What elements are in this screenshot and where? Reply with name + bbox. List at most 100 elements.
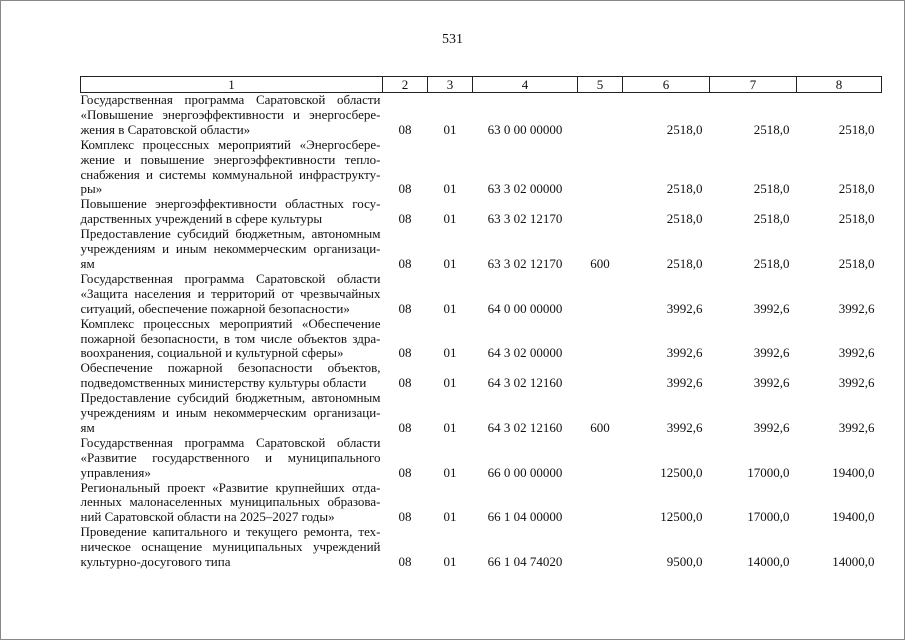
description-line: Государственная программа Саратовской об… xyxy=(80,434,381,450)
expense-type-code xyxy=(578,272,623,317)
section-code: 08 xyxy=(398,464,412,480)
description-line: жение и повышение энергоэффективности те… xyxy=(80,151,381,167)
amount-col-6: 2518,0 xyxy=(666,255,703,271)
table-row: Государственная программа Саратовской об… xyxy=(80,92,882,138)
row-description: Повышение энергоэффективности областных … xyxy=(80,196,383,227)
row-description: Государственная программа Саратовской об… xyxy=(80,270,383,317)
description-line: снабжения и системы коммунальной инфраст… xyxy=(80,166,381,182)
section-code: 08 xyxy=(398,121,412,137)
section-code: 08 xyxy=(398,554,412,570)
table-row: Проведение капитального и текущего ремон… xyxy=(80,524,882,570)
subsection-code: 01 xyxy=(443,554,457,570)
expense-type-code: 600 xyxy=(590,419,610,435)
amount-col-6: 3992,6 xyxy=(666,300,703,316)
description-line: Региональный проект «Развитие крупнейших… xyxy=(80,479,381,495)
expense-type-code xyxy=(578,525,623,570)
amount-col-7: 3992,6 xyxy=(753,375,790,391)
amount-col-7: 3992,6 xyxy=(753,300,790,316)
amount-col-8: 2518,0 xyxy=(838,211,875,227)
description-line: культурно-досугового типа xyxy=(80,554,231,570)
section-code: 08 xyxy=(398,181,412,197)
row-description: Государственная программа Саратовской об… xyxy=(80,92,383,138)
description-line: воохранения, социальной и культурной сфе… xyxy=(80,345,344,361)
table-row: Комплекс процессных мероприятий «Энергос… xyxy=(80,137,882,198)
subsection-code: 01 xyxy=(443,300,457,316)
description-line: подведомственных министерству культуры о… xyxy=(80,375,367,391)
amount-col-8: 19400,0 xyxy=(832,509,875,525)
target-article-code: 64 3 02 00000 xyxy=(487,345,563,361)
subsection-code: 01 xyxy=(443,255,457,271)
row-description: Обеспечение пожарной безопасности объект… xyxy=(80,360,383,391)
description-line: учреждениям и иным некоммерческим органи… xyxy=(80,241,381,257)
expense-type-code xyxy=(578,317,623,362)
description-line: управления» xyxy=(80,464,151,480)
subsection-code: 01 xyxy=(443,345,457,361)
amount-col-8: 2518,0 xyxy=(838,255,875,271)
amount-col-7: 2518,0 xyxy=(753,211,790,227)
row-description: Региональный проект «Развитие крупнейших… xyxy=(80,479,383,526)
amount-col-7: 17000,0 xyxy=(747,464,790,480)
subsection-code: 01 xyxy=(443,211,457,227)
description-line: Государственная программа Саратовской об… xyxy=(80,92,381,107)
expense-type-code xyxy=(578,481,623,526)
target-article-code: 63 3 02 12170 xyxy=(487,255,563,271)
description-line: «Развитие государственного и муниципальн… xyxy=(80,449,381,465)
section-code: 08 xyxy=(398,211,412,227)
expense-type-code xyxy=(578,436,623,481)
target-article-code: 66 0 00 00000 xyxy=(487,464,563,480)
expense-type-code xyxy=(578,197,623,227)
subsection-code: 01 xyxy=(443,419,457,435)
description-line: Обеспечение пожарной безопасности объект… xyxy=(80,360,381,376)
description-line: ленных малонаселенных муниципальных обра… xyxy=(80,494,381,510)
target-article-code: 64 3 02 12160 xyxy=(487,419,563,435)
amount-col-6: 2518,0 xyxy=(666,121,703,137)
description-line: пожарной безопасности, в том числе объек… xyxy=(80,330,381,346)
description-line: ям xyxy=(80,419,95,435)
description-line: Государственная программа Саратовской об… xyxy=(80,270,381,286)
header-col-3: 3 xyxy=(427,76,473,93)
description-line: «Защита населения и территорий от чрезвы… xyxy=(80,285,381,301)
amount-col-8: 3992,6 xyxy=(838,300,875,316)
description-line: Предоставление субсидий бюджетным, автон… xyxy=(80,226,381,242)
amount-col-7: 14000,0 xyxy=(747,554,790,570)
subsection-code: 01 xyxy=(443,181,457,197)
amount-col-6: 3992,6 xyxy=(666,419,703,435)
amount-col-8: 3992,6 xyxy=(838,375,875,391)
header-col-8: 8 xyxy=(796,76,882,93)
expense-type-code xyxy=(578,361,623,391)
description-line: ям xyxy=(80,255,95,271)
table-row: Государственная программа Саратовской об… xyxy=(80,434,882,481)
section-code: 08 xyxy=(398,509,412,525)
amount-col-6: 3992,6 xyxy=(666,345,703,361)
description-line: ническое оснащение муниципальных учрежде… xyxy=(80,539,381,555)
header-col-4: 4 xyxy=(472,76,578,93)
amount-col-6: 9500,0 xyxy=(666,554,703,570)
description-line: Предоставление субсидий бюджетным, автон… xyxy=(80,390,381,406)
expense-type-code xyxy=(578,93,623,138)
subsection-code: 01 xyxy=(443,464,457,480)
amount-col-8: 2518,0 xyxy=(838,121,875,137)
table-row: Повышение энергоэффективности областных … xyxy=(80,196,882,227)
subsection-code: 01 xyxy=(443,121,457,137)
description-line: жения в Саратовской области» xyxy=(80,121,251,137)
amount-col-7: 2518,0 xyxy=(753,121,790,137)
description-line: ры» xyxy=(80,181,103,197)
subsection-code: 01 xyxy=(443,509,457,525)
amount-col-7: 3992,6 xyxy=(753,345,790,361)
description-line: ситуаций, обеспечение пожарной безопасно… xyxy=(80,300,350,316)
page-number: 531 xyxy=(442,32,463,47)
row-description: Комплекс процессных мероприятий «Обеспеч… xyxy=(80,316,383,362)
header-col-6: 6 xyxy=(622,76,710,93)
amount-col-7: 3992,6 xyxy=(753,419,790,435)
description-line: дарственных учреждений в сфере культуры xyxy=(80,211,323,227)
expense-type-code: 600 xyxy=(590,255,610,271)
amount-col-6: 2518,0 xyxy=(666,211,703,227)
section-code: 08 xyxy=(398,255,412,271)
section-code: 08 xyxy=(398,300,412,316)
description-line: Проведение капитального и текущего ремон… xyxy=(80,524,381,540)
target-article-code: 63 3 02 12170 xyxy=(487,211,563,227)
table-body: Государственная программа Саратовской об… xyxy=(80,92,882,571)
amount-col-7: 2518,0 xyxy=(753,255,790,271)
budget-table: 1 2 3 4 5 6 7 8 Государственная программ… xyxy=(80,76,882,570)
description-line: учреждениям и иным некоммерческим органи… xyxy=(80,405,381,421)
